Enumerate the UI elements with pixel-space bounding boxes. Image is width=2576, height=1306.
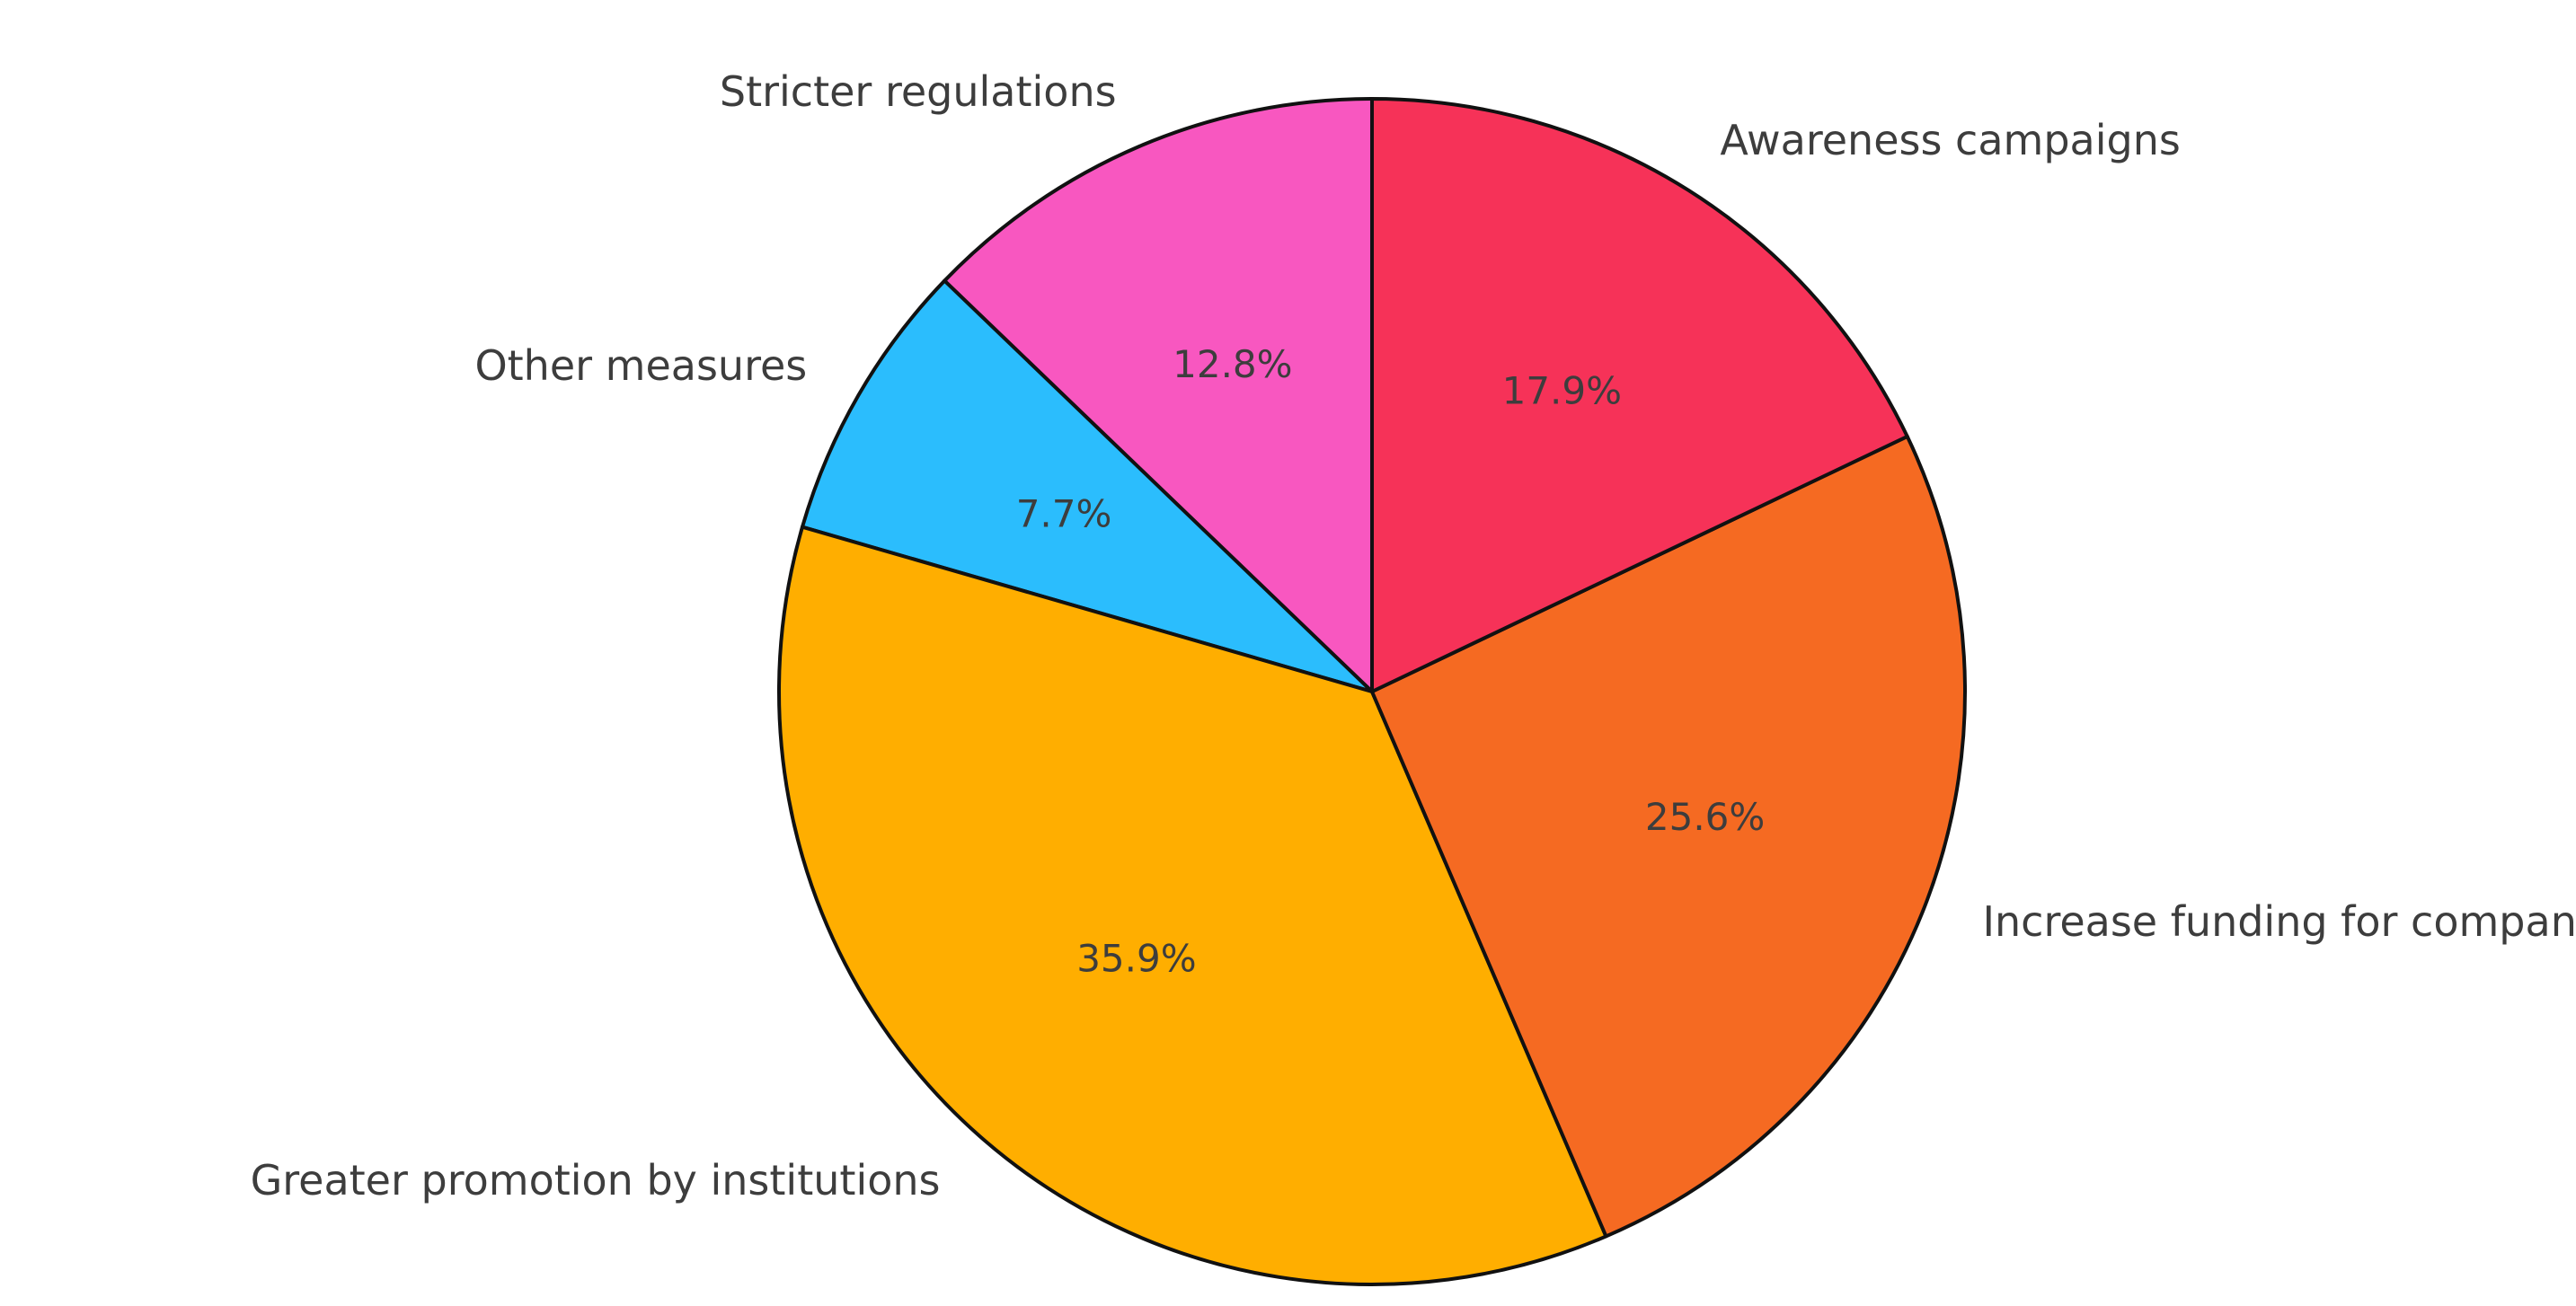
pct-label-awareness-campaigns: 17.9% <box>1502 369 1622 413</box>
slice-label-greater-promotion-by-institutions: Greater promotion by institutions <box>251 1156 941 1205</box>
pie-slice-other-measures <box>800 278 1374 693</box>
slice-label-awareness-campaigns: Awareness campaigns <box>1720 116 2180 164</box>
pie-slice-awareness-campaigns <box>1370 97 1909 693</box>
pct-label-stricter-regulations: 12.8% <box>1173 342 1292 386</box>
slices-layer <box>777 97 1967 1286</box>
slice-label-increase-funding-for-companies: Increase funding for companies <box>1982 897 2576 946</box>
slice-label-other-measures: Other measures <box>474 341 807 390</box>
pct-label-other-measures: 7.7% <box>1016 492 1112 536</box>
pie-slice-stricter-regulations <box>943 97 1374 693</box>
pct-label-increase-funding-for-companies: 25.6% <box>1645 795 1765 839</box>
slice-label-stricter-regulations: Stricter regulations <box>720 67 1117 116</box>
pie-slice-increase-funding-for-companies <box>1370 434 1967 1239</box>
percent-labels-layer: 12.8% 7.7% 35.9% 25.6% 17.9% <box>1016 342 1766 980</box>
pct-label-greater-promotion-by-institutions: 35.9% <box>1076 936 1196 980</box>
slice-labels-layer: Stricter regulations Other measures Greate… <box>251 67 2576 1205</box>
pie-slice-greater-promotion-by-institutions <box>777 525 1608 1286</box>
